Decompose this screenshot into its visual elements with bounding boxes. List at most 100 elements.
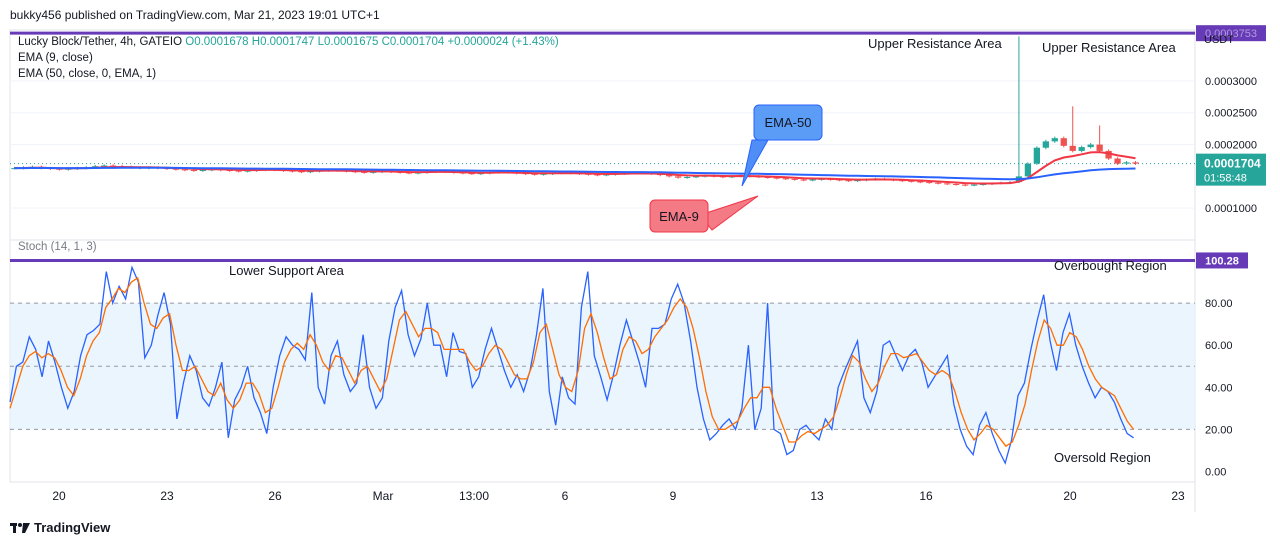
- stoch-axis[interactable]: 80.00 60.00 40.00 20.00 0.00 100.28: [1196, 252, 1248, 478]
- stoch-tick-label: 40.00: [1205, 382, 1233, 394]
- candle-body: [1042, 141, 1049, 148]
- tradingview-logo-icon: [10, 522, 30, 533]
- legend-ema50[interactable]: EMA (50, close, 0, EMA, 1): [18, 68, 157, 80]
- resistance-tag: [1196, 25, 1266, 42]
- time-tick-label: 16: [919, 489, 933, 503]
- publish-line: bukky456 published on TradingView.com, M…: [10, 8, 380, 22]
- candle-body: [1069, 145, 1076, 151]
- candle-body: [1033, 147, 1041, 164]
- candle-body: [370, 171, 377, 173]
- upper-resistance-label-right: Upper Resistance Area: [1042, 40, 1176, 55]
- time-tick-label: 9: [670, 489, 677, 503]
- time-tick-label: 23: [1171, 489, 1185, 503]
- upper-resistance-label-left: Upper Resistance Area: [868, 36, 1002, 51]
- last-price-label: 0.0001704: [1204, 157, 1261, 171]
- ema50-callout-label: EMA-50: [765, 115, 812, 130]
- currency-label: USDT: [1204, 34, 1234, 46]
- candle-body: [190, 170, 197, 171]
- candle-body: [926, 182, 933, 184]
- candle-body: [1078, 147, 1085, 151]
- candle-body: [1096, 144, 1103, 151]
- candle-body: [1087, 144, 1094, 148]
- oversold-label: Oversold Region: [1054, 450, 1151, 465]
- time-tick-label: 13:00: [459, 489, 489, 503]
- candle-body: [1051, 138, 1058, 142]
- price-tick-label: 0.0001000: [1205, 203, 1257, 215]
- candle-body: [1114, 158, 1121, 164]
- candle-body: [181, 169, 189, 171]
- stoch-k-line: [9, 265, 1134, 465]
- stoch-top-tag-label: 100.28: [1205, 255, 1239, 267]
- stoch-grid: [10, 258, 1195, 430]
- candle-body: [405, 172, 413, 174]
- price-axis[interactable]: 0.0003000 0.0002500 0.0002000 0.0001000 0.00…: [1196, 25, 1266, 215]
- candle-body: [683, 177, 691, 178]
- overbought-label: Overbought Region: [1054, 258, 1167, 273]
- ema50-callout: EMA-50: [741, 104, 823, 187]
- candle-body: [199, 170, 206, 171]
- candle-body: [594, 174, 601, 176]
- time-tick-label: Mar: [373, 489, 394, 503]
- legend-ohlc: O0.0001678 H0.0001747 L0.0001675 C0.0001…: [185, 36, 559, 48]
- stoch-layer: [9, 265, 1135, 465]
- candle-body: [1024, 163, 1032, 177]
- countdown-label: 01:58:48: [1204, 173, 1247, 185]
- candle-body: [692, 176, 700, 178]
- candle-body: [800, 179, 807, 181]
- time-axis[interactable]: 20 23 26 Mar 13:00 6 9 13 16 20 23: [52, 489, 1185, 503]
- stoch-d-line: [9, 276, 1135, 448]
- candle-body: [109, 165, 117, 167]
- candle-body: [917, 181, 924, 183]
- legend-symbol-line: Lucky Block/Tether, 4h, GATEIO O0.000167…: [18, 36, 559, 48]
- candle-body: [782, 178, 789, 180]
- price-tick-label: 0.0002500: [1205, 108, 1257, 120]
- candle-body: [101, 165, 108, 167]
- time-tick-label: 6: [562, 489, 569, 503]
- candle-body: [961, 184, 969, 186]
- candle-body: [970, 184, 978, 186]
- price-grid: [10, 31, 1195, 209]
- candle-body: [953, 184, 960, 185]
- time-tick-label: 13: [810, 489, 824, 503]
- candle-body: [468, 173, 476, 175]
- candle-body: [666, 175, 673, 177]
- legend-ema9[interactable]: EMA (9, close): [18, 52, 93, 64]
- footer-brand-label: TradingView: [34, 520, 111, 535]
- candle-body: [908, 180, 915, 182]
- candle-body: [244, 170, 251, 172]
- lower-support-label: Lower Support Area: [229, 263, 345, 278]
- candle-body: [172, 168, 180, 170]
- last-price-tag: [1196, 153, 1266, 186]
- ema9-callout-label: EMA-9: [659, 209, 699, 224]
- ema9-callout: EMA-9: [649, 195, 759, 233]
- candle-body: [773, 177, 780, 179]
- price-tick-label: 0.0003000: [1205, 76, 1257, 88]
- candle-body: [944, 183, 951, 185]
- candle-body: [854, 180, 861, 182]
- candle-body: [1060, 138, 1067, 146]
- stoch-tick-label: 20.00: [1205, 424, 1233, 436]
- candle-body: [531, 173, 538, 175]
- candle-body: [235, 170, 242, 172]
- time-tick-label: 26: [268, 489, 282, 503]
- stoch-tick-label: 60.00: [1205, 340, 1233, 352]
- candle-body: [809, 179, 816, 181]
- footer-brand[interactable]: TradingView: [10, 520, 110, 535]
- candle-body: [540, 173, 547, 175]
- candle-body: [298, 171, 305, 173]
- candle-body: [1105, 150, 1112, 159]
- ema-layer: [14, 151, 1136, 185]
- price-tick-label: 0.0002000: [1205, 140, 1257, 152]
- stoch-top-tag: [1196, 252, 1248, 269]
- legend-symbol: Lucky Block/Tether, 4h, GATEIO: [18, 36, 183, 48]
- candle-body: [791, 178, 798, 180]
- legend-stoch[interactable]: Stoch (14, 1, 3): [18, 241, 97, 253]
- candle-body: [979, 184, 987, 185]
- stoch-tick-label: 0.00: [1205, 466, 1226, 478]
- candle-body: [361, 171, 368, 173]
- candle-body: [845, 180, 852, 182]
- stoch-tick-label: 80.00: [1205, 298, 1233, 310]
- candle-body: [11, 168, 18, 170]
- candle-body: [674, 176, 682, 178]
